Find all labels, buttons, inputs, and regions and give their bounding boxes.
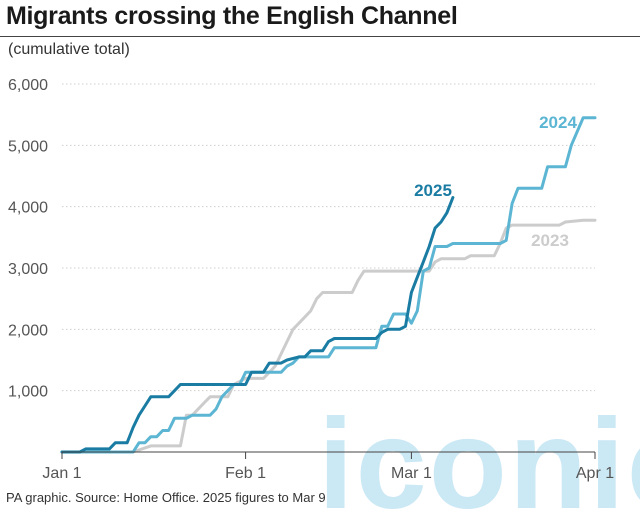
y-tick-label: 2,000	[8, 322, 48, 339]
series-label-2024: 2024	[539, 113, 577, 132]
y-tick-label: 1,000	[8, 384, 48, 401]
x-tick-label: Jan 1	[42, 465, 81, 482]
x-tick-label: Apr 1	[576, 465, 614, 482]
y-tick-label: 3,000	[8, 261, 48, 278]
series-line-2024	[60, 116, 597, 454]
x-tick-label: Mar 1	[391, 465, 432, 482]
y-tick-label: 4,000	[8, 200, 48, 217]
series-line-2025	[60, 196, 455, 454]
y-tick-label: 6,000	[8, 77, 48, 94]
y-tick-label: 5,000	[8, 138, 48, 155]
axes: 1,000 2,000 3,000 4,000 5,000 6,000 Jan 1 Feb 1…	[8, 77, 614, 482]
chart-title: Migrants crossing the English Channel	[6, 2, 458, 30]
gridlines	[62, 83, 595, 392]
series-labels: 2023 2024 2025	[414, 113, 577, 250]
series-line-2023	[60, 218, 597, 454]
x-tick-label: Feb 1	[225, 465, 266, 482]
source-footer: PA graphic. Source: Home Office. 2025 fi…	[6, 490, 326, 505]
series-lines	[60, 116, 597, 454]
series-label-2023: 2023	[531, 231, 569, 250]
watermark-text: iconic	[318, 393, 640, 514]
chart-subtitle: (cumulative total)	[8, 41, 130, 58]
series-label-2025: 2025	[414, 181, 452, 200]
title-divider	[0, 36, 640, 37]
watermark: iconic	[318, 393, 640, 514]
